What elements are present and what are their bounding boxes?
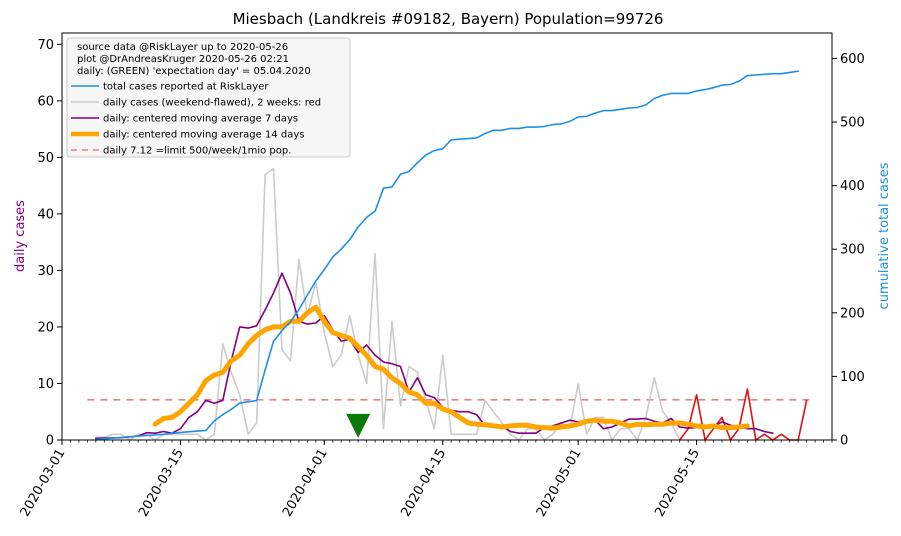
left-y-tick-label: 60 — [37, 94, 54, 109]
x-tick-label: 2020-04-15 — [398, 447, 449, 520]
right-y-tick-label: 100 — [840, 370, 865, 385]
left-y-tick-label: 20 — [37, 320, 54, 335]
chart-title: Miesbach (Landkreis #09182, Bayern) Popu… — [233, 10, 664, 28]
right-y-tick-label: 300 — [840, 243, 865, 258]
x-tick-label: 2020-04-01 — [280, 447, 331, 520]
right-y-axis-label: cumulative total cases — [877, 162, 892, 309]
right-y-tick-label: 500 — [840, 116, 865, 131]
right-y-tick-label: 0 — [840, 434, 848, 449]
legend: source data @RiskLayer up to 2020-05-26 … — [66, 37, 351, 158]
x-tick-label: 2020-03-15 — [136, 447, 187, 520]
legend-entry-label: daily: centered moving average 14 days — [103, 130, 304, 141]
right-y-axis-ticks: 0 100 200 300 400 500 600 — [832, 52, 865, 449]
x-tick-label: 2020-05-01 — [534, 447, 585, 520]
series-daily-cases-recent-line — [678, 388, 808, 441]
x-axis-ticks: 2020-03-01 2020-03-15 2020-04-01 2020-04-15… — [18, 440, 833, 520]
left-y-tick-label: 70 — [37, 38, 54, 53]
expectation-day-marker — [346, 413, 371, 438]
legend-info-line-2: plot @DrAndreasKruger 2020-05-26 02:21 — [77, 54, 289, 65]
right-y-tick-label: 200 — [840, 306, 865, 321]
legend-info-line-1: source data @RiskLayer up to 2020-05-26 — [77, 42, 288, 53]
x-tick-label: 2020-03-01 — [18, 447, 69, 520]
legend-entry-label: daily: centered moving average 7 days — [103, 114, 298, 125]
left-y-tick-label: 10 — [37, 377, 54, 392]
right-y-tick-label: 600 — [840, 52, 865, 67]
series-layer — [87, 70, 816, 441]
legend-entry-label: daily 7.12 =limit 500/week/1mio pop. — [103, 146, 291, 157]
legend-entry-label: total cases reported at RiskLayer — [103, 82, 269, 93]
left-y-axis-label: daily cases — [13, 200, 28, 272]
legend-info-line-3: daily: (GREEN) 'expectation day' = 05.04… — [77, 66, 311, 77]
left-y-tick-label: 40 — [37, 207, 54, 222]
legend-box — [66, 37, 351, 158]
series-total-cases-line — [95, 70, 800, 441]
legend-entry-label: daily cases (weekend-flawed), 2 weeks: r… — [103, 98, 321, 109]
left-y-tick-label: 0 — [46, 434, 54, 449]
left-y-axis-ticks: 0 10 20 30 40 50 60 70 — [37, 38, 62, 449]
plot-frame — [61, 32, 833, 441]
right-y-tick-label: 400 — [840, 179, 865, 194]
x-tick-label: 2020-05-15 — [652, 447, 703, 520]
legend-entries: total cases reported at RiskLayer daily c… — [71, 82, 321, 157]
left-y-tick-label: 30 — [37, 264, 54, 279]
left-y-tick-label: 50 — [37, 151, 54, 166]
series-moving-average-14-line — [152, 304, 750, 431]
